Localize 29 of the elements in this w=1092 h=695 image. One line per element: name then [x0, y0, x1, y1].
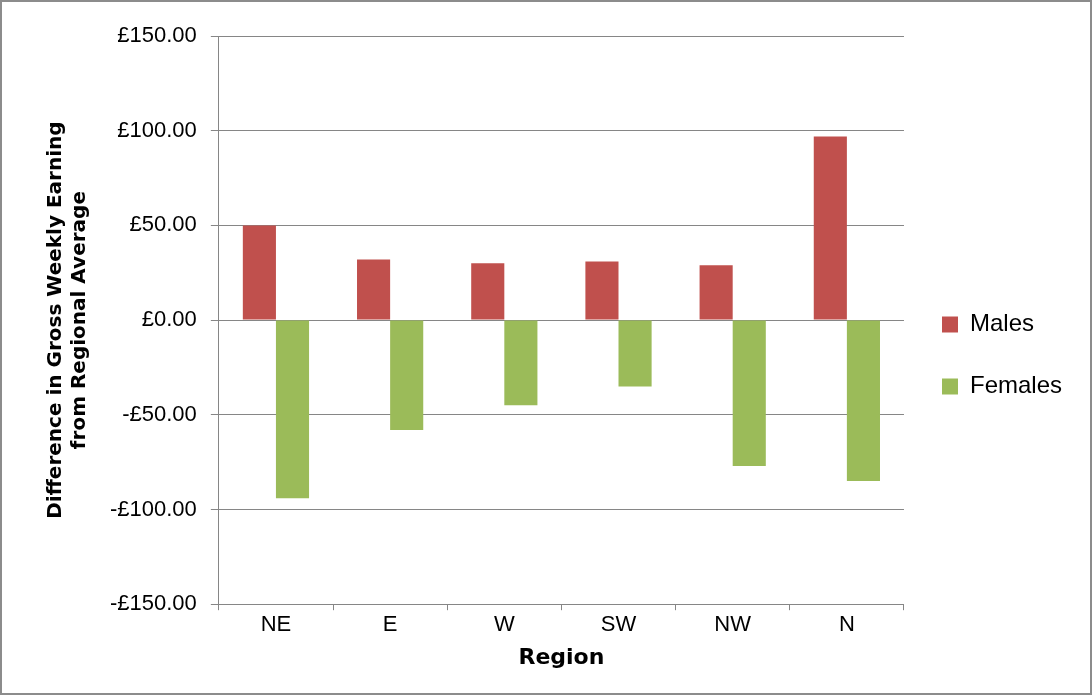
- bar: [846, 320, 880, 482]
- y-tick-label: -£50.00: [122, 400, 197, 426]
- x-tick-label: NW: [714, 611, 752, 637]
- y-tick-label: £50.00: [129, 211, 197, 237]
- bar: [275, 320, 310, 499]
- bar: [471, 263, 505, 320]
- bar: [585, 261, 619, 320]
- x-axis-title: Region: [518, 643, 605, 669]
- x-tick-label: E: [382, 611, 398, 637]
- x-tick-label: N: [838, 611, 855, 637]
- y-axis-title: Difference in Gross Weekly Earning from Regional Average: [42, 121, 91, 519]
- bar: [699, 265, 733, 320]
- bar: [504, 320, 538, 406]
- y-tick-label: -£100.00: [109, 495, 197, 521]
- y-tick-label: £150.00: [117, 22, 197, 48]
- legend-label: Females: [969, 371, 1062, 399]
- bar: [732, 320, 766, 466]
- bar: [242, 225, 276, 320]
- bar: [357, 259, 391, 320]
- bar: [813, 136, 847, 320]
- x-tick-label: NE: [260, 611, 292, 637]
- legend-label: Males: [969, 309, 1034, 337]
- bar: [390, 320, 424, 430]
- x-tick-label: W: [493, 611, 515, 637]
- y-tick-label: £100.00: [117, 116, 197, 142]
- y-tick-label: £0.00: [141, 306, 197, 332]
- x-tick-label: SW: [600, 611, 637, 637]
- y-tick-label: -£150.00: [109, 590, 197, 616]
- bar: [618, 320, 652, 387]
